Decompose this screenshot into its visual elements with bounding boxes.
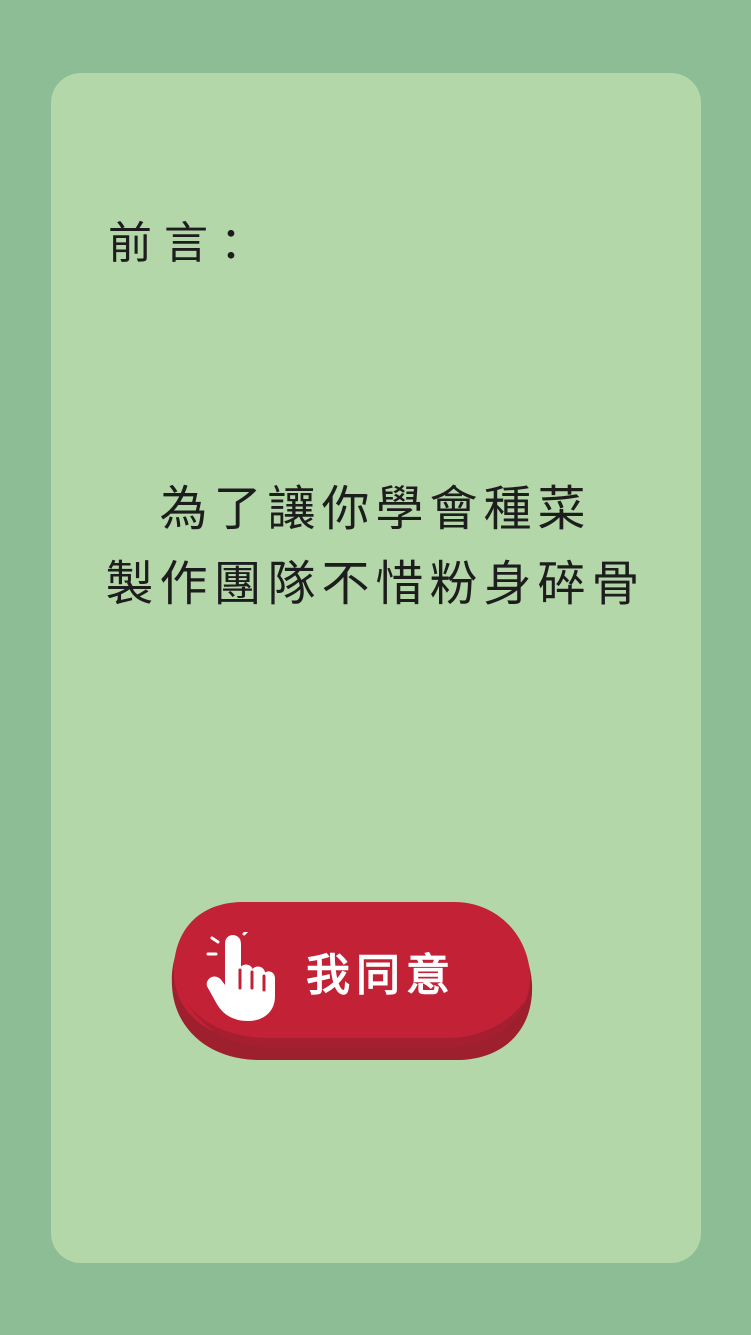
intro-line-1: 為了讓你學會種菜 — [159, 481, 592, 537]
content-card — [51, 73, 701, 1263]
pointing-hand-icon — [206, 932, 275, 1021]
agree-button[interactable]: 我同意 — [168, 898, 536, 1064]
intro-line-2: 製作團隊不惜粉身碎骨 — [105, 556, 646, 612]
preface-label: 前言： — [108, 218, 276, 269]
agree-button-label: 我同意 — [306, 950, 456, 1001]
